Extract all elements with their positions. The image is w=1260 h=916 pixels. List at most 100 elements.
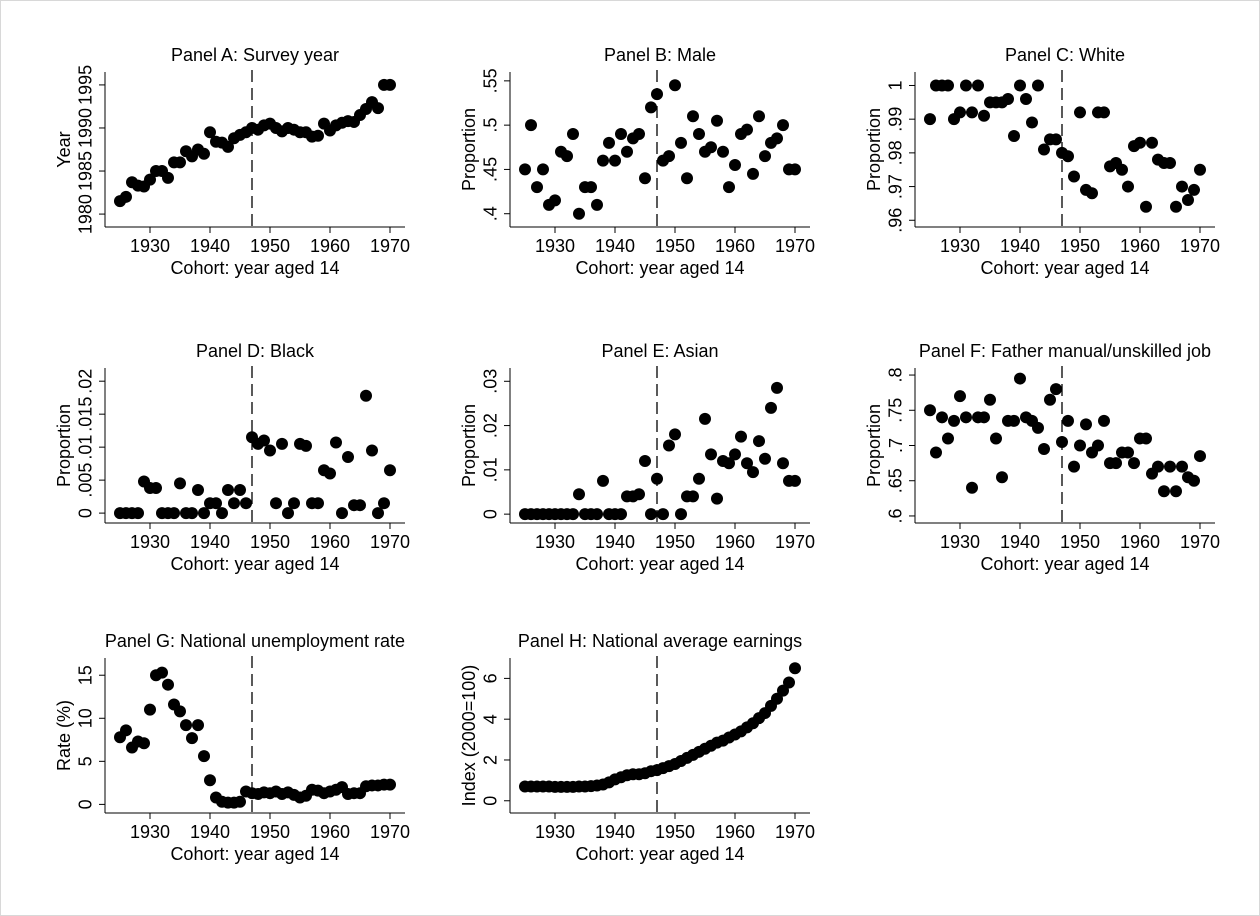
x-tick-label: 1930 [535, 822, 575, 842]
y-tick-label: .005 [76, 463, 96, 498]
x-axis-label: Cohort: year aged 14 [170, 844, 339, 864]
point [978, 411, 990, 424]
point [174, 705, 186, 718]
point [1086, 187, 1098, 200]
y-tick-label: 15 [76, 665, 96, 685]
point [1020, 92, 1032, 105]
x-tick-label: 1950 [1060, 236, 1100, 256]
point [675, 136, 687, 149]
point [1098, 414, 1110, 427]
panel-title: Panel B: Male [604, 45, 716, 65]
y-tick-label: .02 [481, 413, 501, 438]
point [645, 101, 657, 114]
x-tick-label: 1950 [1060, 532, 1100, 552]
y-tick-label: 4 [481, 714, 501, 724]
y-tick-label: .02 [76, 369, 96, 394]
y-tick-label: .01 [481, 457, 501, 482]
point [1122, 180, 1134, 193]
x-tick-label: 1970 [370, 236, 410, 256]
point [753, 110, 765, 123]
y-tick-label: .96 [886, 208, 906, 233]
point [156, 666, 168, 679]
y-axis-label: Proportion [864, 108, 884, 191]
point [924, 113, 936, 126]
x-tick-label: 1960 [310, 532, 350, 552]
point [240, 497, 252, 510]
y-axis-label: Year [54, 131, 74, 167]
point [948, 414, 960, 427]
point [609, 154, 621, 167]
point [312, 497, 324, 510]
point [1188, 474, 1200, 487]
point [234, 795, 246, 808]
point [711, 114, 723, 127]
x-tick-label: 1960 [715, 822, 755, 842]
point [549, 194, 561, 207]
point [645, 508, 657, 521]
panel-title: Panel G: National unemployment rate [105, 631, 405, 651]
point [1140, 432, 1152, 445]
point [192, 719, 204, 732]
x-tick-label: 1930 [535, 236, 575, 256]
y-axis-label: Proportion [54, 404, 74, 487]
point [789, 662, 801, 675]
point [288, 497, 300, 510]
point [597, 154, 609, 167]
point [789, 474, 801, 487]
y-axis-label: Rate (%) [54, 700, 74, 771]
panel-title: Panel A: Survey year [171, 45, 339, 65]
x-tick-label: 1970 [1180, 236, 1220, 256]
x-tick-label: 1930 [130, 822, 170, 842]
y-tick-label: .97 [886, 174, 906, 199]
point [990, 432, 1002, 445]
point [1032, 421, 1044, 434]
y-tick-label: 5 [76, 756, 96, 766]
x-tick-label: 1940 [190, 822, 230, 842]
x-axis-label: Cohort: year aged 14 [575, 844, 744, 864]
y-tick-label: 1990 [76, 108, 96, 148]
point [1044, 393, 1056, 406]
point [1014, 372, 1026, 385]
point [687, 490, 699, 503]
point [1176, 460, 1188, 473]
x-tick-label: 1950 [655, 532, 695, 552]
point [1110, 457, 1122, 470]
point [705, 141, 717, 154]
point [615, 508, 627, 521]
point [777, 119, 789, 132]
x-tick-label: 1940 [190, 532, 230, 552]
x-axis-label: Cohort: year aged 14 [170, 258, 339, 278]
y-axis-label: Index (2000=100) [459, 665, 479, 807]
point [537, 163, 549, 176]
y-tick-label: 1 [886, 80, 906, 90]
point [228, 497, 240, 510]
x-tick-label: 1960 [1120, 532, 1160, 552]
x-tick-label: 1960 [310, 822, 350, 842]
x-tick-label: 1950 [250, 532, 290, 552]
point [342, 451, 354, 464]
point [753, 435, 765, 448]
point [276, 437, 288, 450]
point [924, 404, 936, 417]
point [1038, 443, 1050, 456]
point [729, 448, 741, 461]
point [573, 488, 585, 501]
x-tick-label: 1940 [1000, 236, 1040, 256]
point [198, 507, 210, 520]
x-axis-label: Cohort: year aged 14 [980, 554, 1149, 574]
point [366, 444, 378, 457]
point [282, 507, 294, 520]
x-tick-label: 1970 [775, 532, 815, 552]
point [222, 140, 234, 153]
point [384, 78, 396, 91]
point [1008, 130, 1020, 143]
point [960, 79, 972, 92]
x-tick-label: 1970 [775, 822, 815, 842]
y-tick-label: 1995 [76, 65, 96, 105]
point [699, 412, 711, 425]
point [573, 207, 585, 220]
point [132, 507, 144, 520]
point [954, 106, 966, 119]
x-tick-label: 1940 [595, 236, 635, 256]
x-tick-label: 1960 [310, 236, 350, 256]
